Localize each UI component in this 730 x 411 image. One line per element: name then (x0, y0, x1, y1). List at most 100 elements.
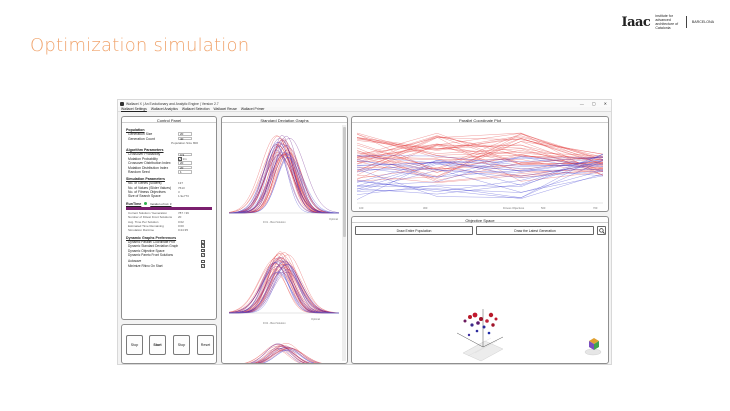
pcp-solution-line (356, 137, 604, 169)
distribution-curve (229, 269, 340, 314)
seed-label: Random Seed (128, 169, 150, 174)
time-per-solution-label: Avg. Time Per Solution (128, 219, 159, 224)
distribution-curve (254, 348, 306, 363)
pcp-solution-line (356, 160, 604, 200)
distribution-curve (229, 153, 339, 214)
window-controls: — ▢ ✕ (580, 101, 607, 106)
distribution-curve (229, 272, 339, 314)
pcp-solution-line (356, 159, 604, 173)
pcp-solution-line (356, 154, 604, 195)
distribution-curve (229, 264, 339, 314)
distribution-curve (257, 348, 317, 363)
pcp-solution-line (356, 144, 604, 176)
duration-label: Simulation Runtime (128, 228, 155, 233)
pcp-tick-1: 100 (359, 206, 364, 210)
generation-count-input[interactable]: 40 (178, 136, 192, 141)
objective-space-3d (456, 309, 602, 362)
pcp-tick-3: 500 (541, 206, 546, 210)
algorithm-heading: Algorithm Parameters (126, 148, 164, 153)
pcp-solution-line (357, 169, 604, 193)
graph2-caption: FO2 - Best Solution (263, 321, 286, 325)
remaining-label: Estimated Time Remaining (128, 224, 164, 229)
pcp-solution-line (356, 137, 604, 182)
distribution-curve (229, 263, 339, 314)
pcp-solution-line (356, 157, 604, 187)
minimize-rhino-checkbox[interactable] (201, 263, 205, 268)
mutation-value: 1/n (182, 156, 187, 161)
draw-entire-population-button[interactable]: Draw Entire Population (355, 226, 473, 235)
brand-logo: Iaac institute for advanced architecture… (621, 14, 714, 30)
distribution-curve (228, 255, 339, 314)
view-cube-icon[interactable] (584, 338, 602, 356)
pcp-solution-line (356, 159, 604, 192)
fitness-value: 3 (178, 190, 180, 195)
pcp-solution-line (356, 157, 604, 167)
search-space-label: Size of Search Space (128, 194, 161, 199)
axis-lines (456, 309, 504, 348)
search-button[interactable] (597, 226, 606, 235)
distribution-curve (229, 145, 339, 214)
stop-button[interactable]: Stop (126, 335, 143, 355)
solution-points (463, 312, 498, 337)
menu-wallacei-selection[interactable]: Wallacei Selection (181, 107, 210, 111)
std-dev-scroll-thumb[interactable] (342, 127, 346, 237)
dyn-pcp-checkbox[interactable] (201, 240, 205, 244)
dyn-pareto-label: Dynamic Pareto Front Solutions (128, 253, 173, 257)
genes-label: No. of Genes (Sliders) (128, 181, 162, 186)
slide-title: Optimization simulation (30, 35, 250, 56)
maximize-button[interactable]: ▢ (591, 101, 596, 106)
pcp-solution-line (356, 138, 604, 162)
population-heading: Population (126, 128, 145, 132)
dyn-pareto-checkbox[interactable] (201, 253, 205, 257)
pcp-solution-line (356, 137, 604, 157)
distribution-curve (258, 346, 315, 363)
mutation-label: Mutation Probability (128, 156, 158, 161)
parallel-coordinate-panel: Parallel Coordinate Plot 100 300 Fitness… (351, 116, 609, 212)
generation-count-label: Generation Count (128, 136, 155, 141)
graph1-caption: FO1 - Best Solution (263, 220, 286, 224)
window-title: Wallacei X | An Evolutionary and Analyti… (126, 101, 219, 106)
pcp-solution-line (356, 141, 604, 173)
distribution-curve (229, 153, 339, 214)
dyn-pcp-label: Dynamic Parallel Coordinate Plot (128, 239, 175, 244)
generation-size-input[interactable]: 20 (178, 132, 192, 136)
dyn-sdg-checkbox[interactable] (201, 244, 205, 249)
distribution-curve (229, 264, 340, 314)
std-dev-graph-1 (228, 135, 340, 214)
start-button[interactable]: Start (149, 335, 166, 355)
draw-latest-generation-button[interactable]: Draw the Latest Generation (476, 226, 594, 235)
values-label: No. of Values (Slider Values) (128, 185, 172, 190)
stop-generation-button[interactable]: Stop (173, 335, 190, 355)
distribution-curve (229, 272, 339, 314)
pcp-solution-line (356, 138, 604, 177)
distribution-curve (229, 154, 339, 214)
menu-wallacei-primer[interactable]: Wallacei Primer (240, 107, 265, 111)
menu-wallacei-settings[interactable]: Wallacei Settings (121, 107, 147, 111)
autosave-checkbox[interactable] (201, 259, 205, 264)
mutation-index-label: Mutation Distribution Index (128, 165, 169, 170)
mutation-checkbox[interactable] (178, 156, 182, 161)
dyn-os-checkbox[interactable] (201, 248, 205, 253)
menu-bar: Wallacei Settings Wallacei Analytics Wal… (118, 107, 611, 112)
distribution-curve (228, 141, 339, 214)
crossover-index-input[interactable]: 20 (178, 161, 192, 165)
close-button[interactable]: ✕ (603, 101, 607, 106)
distribution-curve (228, 257, 340, 314)
crossover-input[interactable]: 0.9 (178, 152, 192, 157)
distribution-curve (244, 345, 312, 363)
reset-button[interactable]: Reset (197, 335, 214, 355)
mutation-index-input[interactable]: 20 (178, 165, 192, 170)
std-dev-graph-3 (244, 343, 322, 363)
distribution-curve (228, 261, 340, 314)
remaining-value: 0:00 (178, 224, 184, 229)
seed-input[interactable]: 1 (178, 170, 192, 174)
dyn-sdg-label: Dynamic Standard Deviation Graph (128, 244, 179, 249)
pcp-solution-line (356, 160, 604, 192)
menu-wallacei-reuse[interactable]: Wallacei Reuse (213, 107, 237, 111)
distribution-curve (228, 138, 339, 214)
distribution-curve (248, 348, 305, 363)
pcp-title: Parallel Coordinate Plot (352, 117, 608, 123)
minimize-button[interactable]: — (579, 101, 584, 106)
std-dev-scrollbar[interactable] (342, 125, 346, 361)
menu-wallacei-analytics[interactable]: Wallacei Analytics (150, 107, 178, 111)
